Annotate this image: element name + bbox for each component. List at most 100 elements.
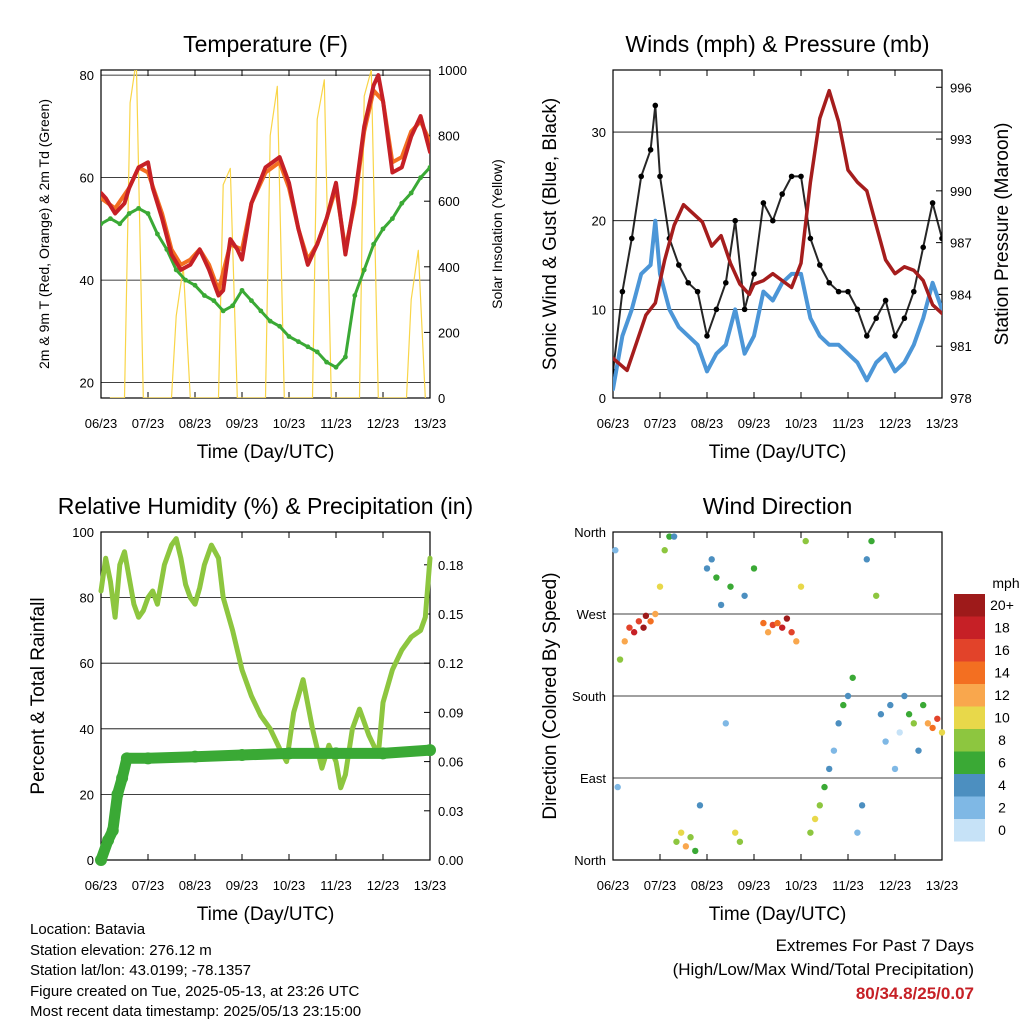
- gust-point: [638, 173, 644, 180]
- direction-point: [901, 692, 908, 700]
- direction-point: [802, 537, 809, 545]
- dewpoint-point: [305, 344, 311, 350]
- gust-line: [613, 104, 942, 373]
- dewpoint-point: [145, 211, 151, 216]
- direction-point: [779, 624, 786, 631]
- rh-line: [98, 536, 433, 791]
- direction-point: [774, 619, 781, 627]
- colorbar-swatch: [954, 774, 985, 797]
- direction-point: [887, 701, 894, 709]
- direction-point: [652, 610, 659, 618]
- temperature-y2label: Solar Insolation (Yellow): [489, 159, 505, 309]
- direction-point: [873, 592, 880, 599]
- precip-point: [111, 788, 124, 801]
- gust-point: [704, 333, 710, 339]
- precip-point: [330, 747, 342, 760]
- precip-point: [236, 749, 248, 762]
- solar-insolation-line: [109, 70, 426, 398]
- humidity-xtick-label: 10/23: [273, 878, 306, 893]
- winds-plot-frame: [612, 69, 943, 399]
- temperature-panel: Temperature (F) Time (Day/UTC) 2m & 9m T (…: [36, 31, 505, 463]
- direction-point: [807, 829, 814, 836]
- colorbar-label: 8: [998, 732, 1006, 748]
- direction-xtick-label: 11/23: [832, 878, 864, 893]
- direction-title: Wind Direction: [703, 493, 853, 519]
- humidity-ytick-label: 40: [80, 722, 94, 737]
- humidity-xtick-label: 12/23: [367, 878, 400, 893]
- precip-point: [142, 752, 154, 765]
- direction-point: [793, 638, 800, 645]
- temperature-ytick-label: 40: [80, 273, 94, 288]
- direction-point: [750, 565, 758, 572]
- gust-point: [732, 217, 738, 224]
- temperature-y2tick-label: 0: [438, 391, 445, 406]
- temperature-xtick-label: 07/23: [132, 416, 165, 431]
- humidity-xtick-label: 07/23: [132, 878, 165, 893]
- direction-point: [863, 556, 870, 563]
- winds-ytick-label: 0: [599, 391, 606, 406]
- gust-point: [647, 146, 654, 153]
- direction-point: [840, 701, 847, 709]
- gust-point: [854, 306, 861, 313]
- station-location: Location: Batavia: [30, 921, 146, 938]
- colorbar-label: 12: [994, 687, 1010, 703]
- direction-point: [741, 592, 748, 599]
- pressure-line: [613, 88, 942, 373]
- station-info: Location: Batavia Station elevation: 276…: [30, 920, 361, 1023]
- winds-xtick-label: 13/23: [926, 416, 959, 431]
- direction-ytick-label: South: [572, 689, 606, 704]
- humidity-xtick-label: 06/23: [85, 878, 118, 893]
- gust-point: [760, 200, 767, 206]
- gust-point: [619, 288, 626, 295]
- recent-timestamp: Most recent data timestamp: 2025/05/13 2…: [30, 1003, 362, 1020]
- temperature-xtick-label: 11/23: [320, 416, 352, 431]
- direction-point: [811, 815, 819, 823]
- colorbar-label: 20+: [990, 597, 1014, 613]
- gust-point: [723, 279, 729, 286]
- winds-y2tick-label: 978: [950, 391, 972, 406]
- dewpoint-point: [399, 200, 405, 206]
- dewpoint-point: [286, 334, 292, 339]
- direction-point: [858, 802, 866, 809]
- direction-point: [640, 624, 647, 631]
- winds-y2tick-label: 987: [950, 236, 972, 251]
- direction-point: [929, 724, 936, 732]
- direction-point: [849, 674, 856, 681]
- humidity-panel: Relative Humidity (%) & Precipitation (i…: [28, 493, 473, 925]
- gust-point: [929, 200, 936, 206]
- direction-point: [635, 618, 643, 625]
- direction-point: [924, 720, 932, 727]
- colorbar-label: 4: [998, 777, 1006, 793]
- direction-point: [764, 629, 772, 636]
- precip-point: [189, 750, 201, 763]
- winds-xtick-label: 11/23: [832, 416, 864, 431]
- gust-point: [901, 315, 908, 322]
- gust-point: [676, 262, 682, 268]
- colorbar-swatch: [954, 684, 985, 707]
- temp-2m-line: [101, 73, 430, 298]
- precip-point: [120, 752, 133, 765]
- precip-line: [95, 744, 436, 866]
- direction-point: [896, 729, 903, 736]
- direction-point: [915, 747, 922, 754]
- colorbar-swatch: [954, 751, 985, 774]
- dewpoint-point: [361, 267, 367, 273]
- precip-point: [377, 747, 389, 760]
- temperature-ytick-label: 60: [80, 171, 94, 186]
- temperature-xtick-label: 12/23: [367, 416, 400, 431]
- gust-point: [920, 244, 926, 251]
- direction-point: [727, 583, 734, 590]
- direction-xtick-label: 07/23: [644, 878, 677, 893]
- colorbar-label: 6: [998, 755, 1006, 771]
- humidity-xtick-label: 09/23: [226, 878, 259, 893]
- humidity-xtick-label: 13/23: [414, 878, 447, 893]
- winds-ytick-label: 30: [592, 125, 606, 140]
- precip-point: [102, 834, 115, 847]
- direction-point: [626, 624, 633, 631]
- winds-xtick-label: 07/23: [644, 416, 677, 431]
- direction-point: [661, 547, 668, 554]
- direction-point: [934, 715, 941, 722]
- gust-point: [798, 173, 804, 180]
- direction-ytick-label: North: [574, 525, 606, 540]
- humidity-ylabel: Percent & Total Rainfall: [28, 597, 49, 794]
